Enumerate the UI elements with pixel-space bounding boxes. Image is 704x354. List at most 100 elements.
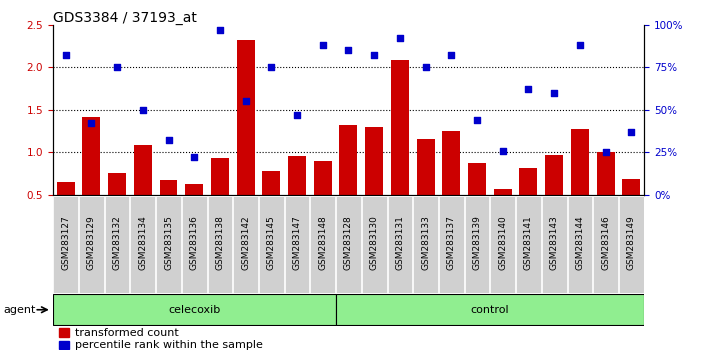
Bar bbox=[365, 127, 383, 195]
Text: agent: agent bbox=[4, 305, 36, 315]
Bar bbox=[263, 171, 280, 195]
Point bbox=[189, 154, 200, 160]
Text: GSM283142: GSM283142 bbox=[241, 215, 250, 270]
Text: GSM283127: GSM283127 bbox=[61, 215, 70, 270]
Bar bbox=[58, 341, 70, 349]
Point bbox=[420, 64, 432, 70]
Text: GSM283135: GSM283135 bbox=[164, 215, 173, 270]
Bar bbox=[134, 145, 152, 195]
Bar bbox=[314, 161, 332, 195]
Point bbox=[497, 148, 508, 153]
Bar bbox=[391, 59, 409, 195]
FancyBboxPatch shape bbox=[182, 196, 206, 293]
Point bbox=[394, 35, 406, 41]
Point bbox=[548, 90, 560, 96]
Text: GSM283145: GSM283145 bbox=[267, 215, 276, 270]
Point bbox=[343, 47, 354, 53]
Bar bbox=[468, 163, 486, 195]
Point bbox=[214, 27, 225, 33]
FancyBboxPatch shape bbox=[284, 196, 309, 293]
Point bbox=[523, 86, 534, 92]
FancyBboxPatch shape bbox=[79, 196, 103, 293]
FancyBboxPatch shape bbox=[208, 196, 232, 293]
Bar bbox=[494, 189, 512, 195]
Bar bbox=[108, 173, 126, 195]
Text: GSM283132: GSM283132 bbox=[113, 215, 122, 270]
Text: celecoxib: celecoxib bbox=[168, 305, 220, 315]
Text: GSM283130: GSM283130 bbox=[370, 215, 379, 270]
Bar bbox=[339, 125, 358, 195]
Text: GSM283148: GSM283148 bbox=[318, 215, 327, 270]
FancyBboxPatch shape bbox=[310, 196, 335, 293]
Point bbox=[472, 117, 483, 123]
FancyBboxPatch shape bbox=[567, 196, 592, 293]
Point bbox=[600, 149, 611, 155]
Point bbox=[369, 52, 380, 58]
FancyBboxPatch shape bbox=[54, 196, 78, 293]
Bar bbox=[417, 139, 434, 195]
FancyBboxPatch shape bbox=[362, 196, 386, 293]
Text: transformed count: transformed count bbox=[75, 327, 179, 338]
Text: GSM283149: GSM283149 bbox=[627, 215, 636, 270]
FancyBboxPatch shape bbox=[439, 196, 464, 293]
Text: GSM283141: GSM283141 bbox=[524, 215, 533, 270]
Bar bbox=[442, 131, 460, 195]
Point bbox=[291, 112, 303, 118]
Point bbox=[265, 64, 277, 70]
FancyBboxPatch shape bbox=[388, 196, 413, 293]
Bar bbox=[288, 156, 306, 195]
Bar bbox=[237, 40, 255, 195]
Text: GSM283143: GSM283143 bbox=[550, 215, 559, 270]
FancyBboxPatch shape bbox=[156, 196, 181, 293]
Bar bbox=[622, 179, 641, 195]
FancyBboxPatch shape bbox=[413, 196, 438, 293]
Point bbox=[60, 52, 71, 58]
Text: GDS3384 / 37193_at: GDS3384 / 37193_at bbox=[53, 11, 196, 25]
FancyBboxPatch shape bbox=[105, 196, 130, 293]
FancyBboxPatch shape bbox=[53, 295, 336, 325]
Text: GSM283139: GSM283139 bbox=[472, 215, 482, 270]
Bar bbox=[520, 167, 537, 195]
FancyBboxPatch shape bbox=[619, 196, 643, 293]
Text: GSM283137: GSM283137 bbox=[447, 215, 455, 270]
Bar bbox=[596, 152, 615, 195]
Bar bbox=[211, 158, 229, 195]
FancyBboxPatch shape bbox=[593, 196, 618, 293]
Point bbox=[626, 129, 637, 135]
Bar bbox=[545, 155, 563, 195]
FancyBboxPatch shape bbox=[336, 196, 361, 293]
Point bbox=[574, 42, 586, 48]
Text: GSM283138: GSM283138 bbox=[215, 215, 225, 270]
Point bbox=[317, 42, 328, 48]
Text: GSM283134: GSM283134 bbox=[138, 215, 147, 270]
Text: GSM283129: GSM283129 bbox=[87, 215, 96, 270]
FancyBboxPatch shape bbox=[259, 196, 284, 293]
Text: GSM283147: GSM283147 bbox=[293, 215, 301, 270]
FancyBboxPatch shape bbox=[542, 196, 567, 293]
Bar bbox=[82, 116, 101, 195]
Text: GSM283133: GSM283133 bbox=[421, 215, 430, 270]
Point bbox=[111, 64, 122, 70]
FancyBboxPatch shape bbox=[491, 196, 515, 293]
FancyBboxPatch shape bbox=[336, 295, 644, 325]
FancyBboxPatch shape bbox=[465, 196, 489, 293]
Point bbox=[137, 107, 149, 113]
Point bbox=[86, 120, 97, 126]
FancyBboxPatch shape bbox=[233, 196, 258, 293]
Text: GSM283131: GSM283131 bbox=[396, 215, 404, 270]
FancyBboxPatch shape bbox=[516, 196, 541, 293]
Point bbox=[240, 98, 251, 104]
Text: GSM283146: GSM283146 bbox=[601, 215, 610, 270]
Bar bbox=[571, 129, 589, 195]
Point bbox=[163, 137, 174, 143]
Text: GSM283144: GSM283144 bbox=[575, 215, 584, 270]
Bar bbox=[56, 182, 75, 195]
Text: GSM283140: GSM283140 bbox=[498, 215, 508, 270]
Bar bbox=[185, 184, 203, 195]
Point bbox=[446, 52, 457, 58]
Text: GSM283128: GSM283128 bbox=[344, 215, 353, 270]
Bar bbox=[160, 180, 177, 195]
Text: GSM283136: GSM283136 bbox=[189, 215, 199, 270]
Bar bbox=[58, 328, 70, 337]
Text: control: control bbox=[470, 305, 509, 315]
